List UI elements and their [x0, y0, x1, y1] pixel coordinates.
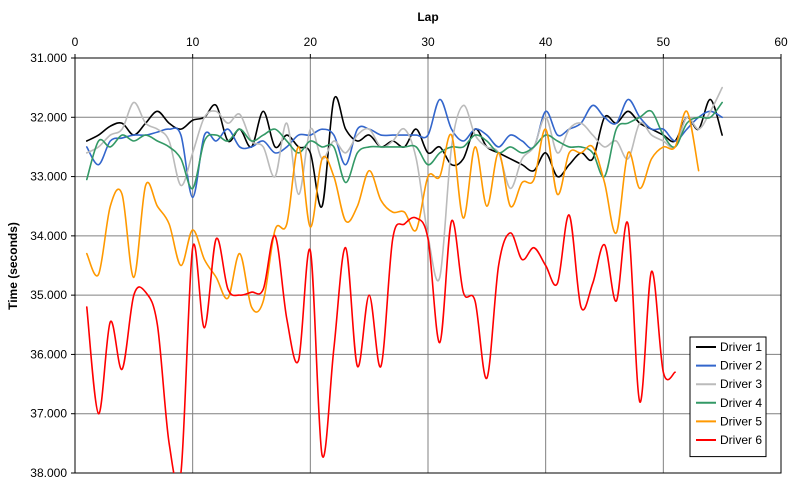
- legend-label-driver-2: Driver 2: [720, 359, 762, 373]
- legend-label-driver-1: Driver 1: [720, 340, 762, 354]
- y-tick-label: 32.000: [30, 110, 67, 124]
- y-axis-ticks: 31.000 32.000 33.000 34.000 35.000 36.000 37.0…: [30, 51, 75, 480]
- y-tick-label: 35.000: [30, 288, 67, 302]
- legend-label-driver-6: Driver 6: [720, 433, 762, 447]
- x-tick-label: 0: [72, 35, 79, 49]
- x-tick-label: 50: [657, 35, 671, 49]
- series-line-driver-2: [85, 98, 723, 199]
- series-line-driver-3: [85, 86, 723, 282]
- x-tick-label: 20: [304, 35, 318, 49]
- legend: Driver 1 Driver 2 Driver 3 Driver 4 Driver 5…: [689, 336, 767, 458]
- y-axis-title: Time (seconds): [6, 222, 20, 310]
- gridlines: [75, 58, 781, 473]
- y-tick-label: 38.000: [30, 466, 67, 480]
- x-tick-label: 60: [774, 35, 788, 49]
- y-tick-label: 31.000: [30, 51, 67, 65]
- x-tick-label: 10: [186, 35, 200, 49]
- series-line-driver-4: [85, 101, 723, 190]
- series-line-driver-5: [85, 110, 700, 313]
- legend-box: [689, 336, 767, 458]
- legend-label-driver-4: Driver 4: [720, 396, 762, 410]
- series-line-driver-6: [85, 214, 676, 473]
- legend-label-driver-5: Driver 5: [720, 414, 762, 428]
- y-tick-label: 36.000: [30, 347, 67, 361]
- y-tick-label: 34.000: [30, 229, 67, 243]
- x-axis-ticks: 0 10 20 30 40 50 60: [72, 35, 788, 58]
- x-axis-title: Lap: [417, 10, 438, 24]
- series-lines: [85, 86, 723, 473]
- y-tick-label: 37.000: [30, 407, 67, 421]
- series-line-driver-1: [85, 96, 723, 208]
- x-tick-label: 40: [539, 35, 553, 49]
- y-tick-label: 33.000: [30, 170, 67, 184]
- legend-label-driver-3: Driver 3: [720, 377, 762, 391]
- x-tick-label: 30: [421, 35, 435, 49]
